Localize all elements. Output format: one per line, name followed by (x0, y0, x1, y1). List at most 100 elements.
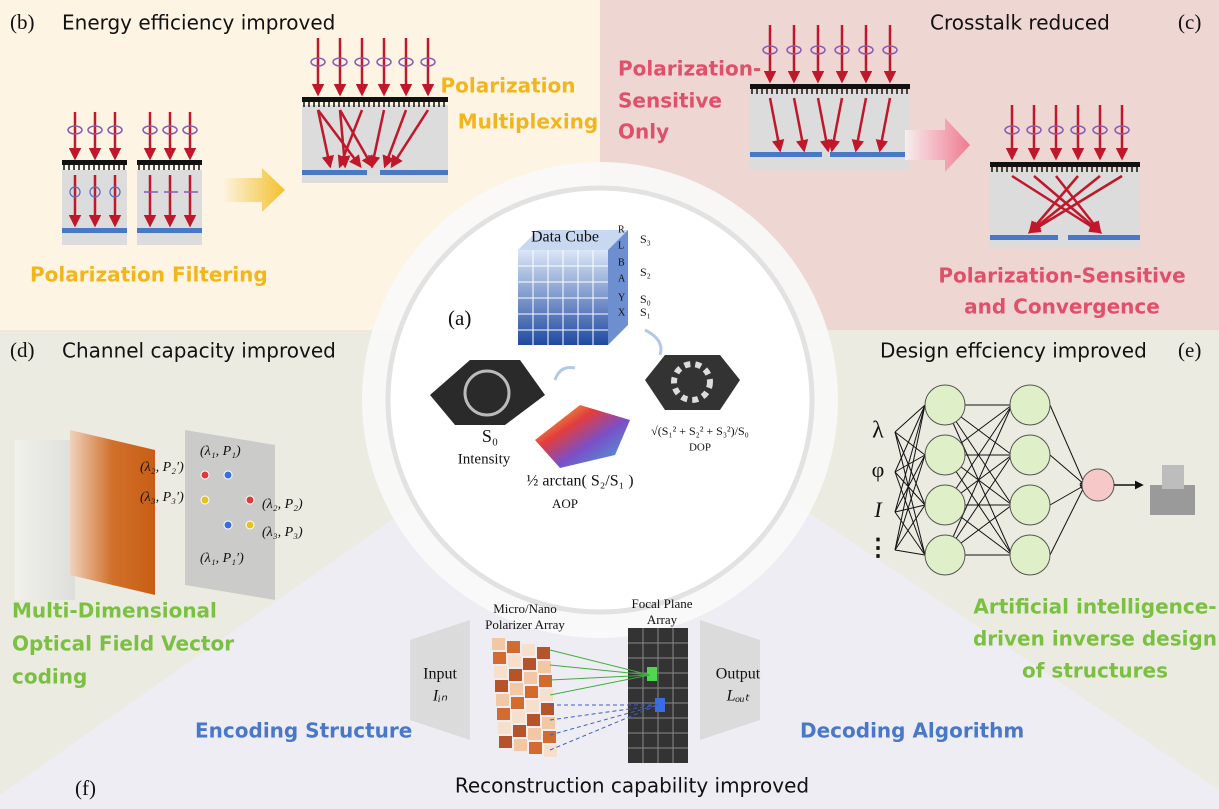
nn-edge (1049, 404, 1086, 487)
decorations (15, 25, 1195, 763)
focus-spot (245, 520, 255, 530)
panel-label: (f) (75, 776, 96, 800)
neuron (1009, 434, 1051, 476)
stokes: S₃ (640, 232, 651, 246)
polarization (810, 45, 826, 55)
light-arrow (816, 97, 833, 153)
panel-label: (d) (10, 338, 35, 362)
fade-panel (15, 440, 75, 600)
caption: Artificial intelligence- (973, 595, 1216, 619)
pixel (647, 667, 657, 681)
detector (750, 152, 822, 157)
dop-ring (671, 361, 713, 403)
nn-edge (894, 504, 926, 551)
nn-input: ⋮ (866, 536, 890, 562)
panel-label: (e) (1178, 338, 1201, 362)
channel: B (618, 257, 625, 268)
label: Iᵢₙ (432, 688, 448, 705)
caption: Polarization (441, 74, 576, 98)
pol-state (109, 186, 121, 198)
polarizer-cell (543, 731, 556, 743)
polarization (310, 57, 326, 67)
intensity-ring (463, 369, 511, 417)
panel-label: (b) (10, 10, 35, 34)
polarizer-cell (510, 683, 523, 695)
polarizer-cell (498, 722, 511, 734)
channel: X (618, 307, 626, 318)
nn-edge (894, 454, 926, 551)
polarization (1114, 125, 1130, 135)
label: DOP (689, 442, 711, 454)
polarization (1004, 125, 1020, 135)
polarizer-cell (537, 647, 550, 659)
light-arrow (316, 109, 335, 169)
ray (549, 704, 659, 751)
nn-edge (1049, 483, 1086, 556)
light-arrow (338, 109, 374, 169)
caption: coding (12, 665, 87, 689)
caption: Optical Field Vector (12, 632, 234, 656)
point-label: (λ₃, P₃) (262, 525, 303, 540)
output-neuron (1081, 468, 1115, 502)
nn-edge (894, 431, 926, 556)
nn-edge (894, 471, 926, 506)
polarization (332, 57, 348, 67)
neuron (1009, 384, 1051, 426)
polarizer-cell (507, 641, 520, 653)
nn-input: φ (872, 457, 885, 482)
intensity-image (430, 360, 545, 425)
detector (137, 228, 202, 233)
pixel (655, 698, 665, 712)
polarizer-cell (539, 675, 552, 687)
polarizer-cell (499, 736, 512, 748)
label: AOP (552, 496, 578, 511)
light-arrow (1011, 174, 1103, 234)
nn-edge (894, 431, 926, 456)
caption: Encoding Structure (195, 719, 412, 743)
polarizer-cell (522, 644, 535, 656)
point-label: (λ₁, P₁) (200, 444, 241, 459)
nn-edge (894, 511, 926, 556)
label: Intensity (458, 451, 511, 467)
channel: A (618, 273, 626, 284)
caption: Multiplexing (458, 110, 598, 134)
light-arrow (390, 109, 430, 169)
cube-title: Data Cube (531, 229, 599, 246)
stokes: S₂ (640, 265, 651, 279)
nn-edge (894, 454, 926, 473)
polarizer-cell (493, 652, 506, 664)
cube-side (608, 230, 628, 345)
polarization (142, 125, 158, 135)
neuron (924, 434, 966, 476)
polarization (858, 45, 874, 55)
light-arrow (875, 97, 892, 153)
point-label: (λ₂, P₂′) (140, 460, 184, 475)
label: Focal Plane (631, 596, 692, 611)
polarization (1070, 125, 1086, 135)
metasurface (302, 97, 448, 102)
output-beam (700, 620, 760, 740)
polarizer-cell (525, 686, 538, 698)
polarization (882, 45, 898, 55)
pol-state (69, 186, 81, 198)
focus-spot (200, 495, 210, 505)
point-label: (λ₂, P₂) (262, 497, 303, 512)
light-arrow (382, 109, 408, 169)
cube-top (518, 230, 628, 250)
polarization (67, 125, 83, 135)
focus-spot (200, 470, 210, 480)
neuron (924, 484, 966, 526)
light-arrow (768, 97, 785, 153)
polarizer-cell (512, 711, 525, 723)
panel-title: Crosstalk reduced (930, 11, 1110, 35)
light-arrow (1027, 174, 1123, 234)
polarization (1092, 125, 1108, 135)
metasurface (990, 162, 1140, 167)
polarization (182, 125, 198, 135)
channel: Y (618, 292, 625, 303)
nn-edge (894, 549, 926, 556)
polarizer-cell (540, 689, 553, 701)
polarizer-cell (528, 728, 541, 740)
field-plane (70, 430, 155, 595)
